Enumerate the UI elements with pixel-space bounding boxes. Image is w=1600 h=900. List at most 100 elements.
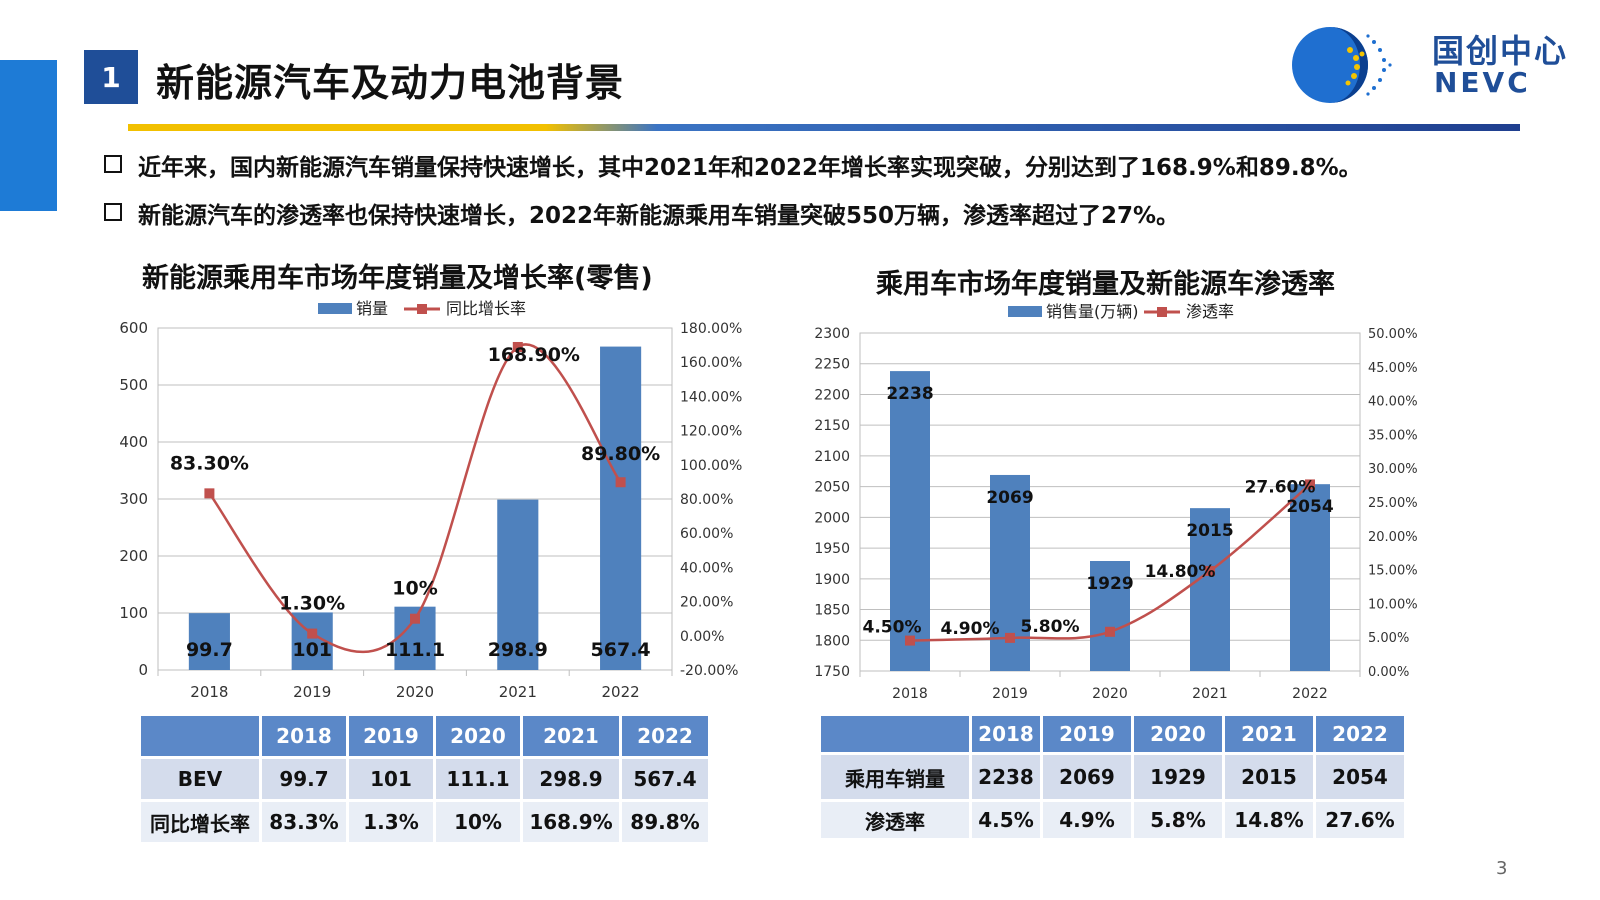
x-tick-label: 2020 xyxy=(1092,686,1128,702)
logo-dots-icon xyxy=(1345,47,1365,86)
bar xyxy=(600,346,642,670)
y2-tick-label: 20.00% xyxy=(680,595,733,611)
table-cell: 4.5% xyxy=(972,802,1040,838)
bullet-2: 新能源汽车的渗透率也保持快速增长，2022年新能源乘用车销量突破550万辆，渗透… xyxy=(104,196,1179,230)
y2-tick-label: 40.00% xyxy=(1368,395,1418,410)
line-data-label: 4.90% xyxy=(941,619,1000,639)
x-tick-label: 2018 xyxy=(190,683,228,701)
y2-tick-label: 40.00% xyxy=(680,560,733,576)
line-data-label: 168.90% xyxy=(488,344,580,366)
y-tick-label: 2300 xyxy=(814,326,850,342)
checkbox-bullet-icon xyxy=(104,155,122,173)
legend-bar-swatch xyxy=(1008,306,1042,317)
line-data-label: 4.50% xyxy=(863,618,922,638)
left-data-table: 2018 2019 2020 2021 2022 BEV 99.7 101 11… xyxy=(138,713,711,845)
y-tick-label: 0 xyxy=(138,661,148,679)
line-data-label: 14.80% xyxy=(1145,562,1216,582)
bar xyxy=(890,371,930,671)
y-tick-label: 1750 xyxy=(814,664,850,680)
nevc-logo xyxy=(1292,27,1392,103)
y-tick-label: 2000 xyxy=(814,510,850,526)
y-tick-label: 2100 xyxy=(814,449,850,465)
table-header-cell: 2020 xyxy=(436,716,520,756)
bar xyxy=(1090,560,1130,671)
line-data-label: 1.30% xyxy=(279,593,345,615)
bar xyxy=(188,613,230,670)
x-tick-label: 2022 xyxy=(602,683,640,701)
x-tick-label: 2018 xyxy=(892,686,928,702)
y-tick-label: 2050 xyxy=(814,480,850,496)
table-cell: 89.8% xyxy=(622,802,708,842)
legend-line-marker xyxy=(417,304,427,314)
logo-text-cn: 国创中心 xyxy=(1432,32,1569,70)
table-cell: 83.3% xyxy=(262,802,346,842)
legend-line-marker xyxy=(1157,307,1167,317)
series-line xyxy=(208,343,622,654)
y-tick-label: 2150 xyxy=(814,418,850,434)
line-point xyxy=(1205,565,1215,576)
y2-tick-label: 0.00% xyxy=(1368,665,1409,680)
line-point xyxy=(1305,479,1315,490)
table-cell: 5.8% xyxy=(1134,802,1222,838)
table-header-cell: 2019 xyxy=(1043,716,1131,752)
section-number-badge: 1 xyxy=(84,50,138,104)
y-tick-label: 300 xyxy=(119,490,148,508)
table-cell: 101 xyxy=(349,759,433,799)
line-point xyxy=(1105,626,1115,637)
table-cell: 渗透率 xyxy=(821,802,969,838)
bullet-2-text: 新能源汽车的渗透率也保持快速增长，2022年新能源乘用车销量突破550万辆，渗透… xyxy=(138,203,1180,229)
bar-data-label: 2015 xyxy=(1186,521,1233,541)
y2-tick-label: 10.00% xyxy=(1368,597,1418,612)
left-chart-title: 新能源乘用车市场年度销量及增长率(零售) xyxy=(142,263,653,294)
bar xyxy=(1190,508,1230,671)
y-tick-label: 2200 xyxy=(814,387,850,403)
y-tick-label: 100 xyxy=(119,604,148,622)
y2-tick-label: 5.00% xyxy=(1368,631,1409,646)
y2-tick-label: 100.00% xyxy=(680,458,742,474)
table-cell: 10% xyxy=(436,802,520,842)
table-cell: 2238 xyxy=(972,755,1040,799)
table-cell: 567.4 xyxy=(622,759,708,799)
y2-tick-label: 25.00% xyxy=(1368,496,1418,511)
line-point xyxy=(204,488,215,499)
page-number: 3 xyxy=(1496,858,1508,879)
table-cell: 4.9% xyxy=(1043,802,1131,838)
table-header-cell xyxy=(141,716,259,756)
legend-bar-label: 销量 xyxy=(356,299,388,318)
table-cell: 同比增长率 xyxy=(141,802,259,842)
bar-data-label: 567.4 xyxy=(591,639,651,661)
line-point xyxy=(905,635,915,646)
bar xyxy=(497,499,539,670)
legend-bar-swatch xyxy=(318,303,352,314)
line-point xyxy=(512,341,523,352)
right-combo-chart: 1750 1800 1850 1900 1950 2000 2050 2100 2150 2200… xyxy=(814,302,1418,702)
table-cell: 14.8% xyxy=(1225,802,1313,838)
table-cell: 298.9 xyxy=(523,759,619,799)
table-cell: 168.9% xyxy=(523,802,619,842)
table-cell: 2015 xyxy=(1225,755,1313,799)
table-cell: 27.6% xyxy=(1316,802,1404,838)
line-point xyxy=(1005,632,1015,643)
table-header-cell: 2022 xyxy=(622,716,708,756)
y2-tick-label: 15.00% xyxy=(1368,564,1418,579)
table-header-cell: 2019 xyxy=(349,716,433,756)
line-data-label: 89.80% xyxy=(581,443,660,465)
y-tick-label: 1950 xyxy=(814,541,850,557)
y2-tick-label: 0.00% xyxy=(680,629,724,645)
table-cell: BEV xyxy=(141,759,259,799)
table-header-cell: 2022 xyxy=(1316,716,1404,752)
line-point xyxy=(307,628,318,639)
table-header-cell: 2018 xyxy=(972,716,1040,752)
bar-data-label: 2238 xyxy=(886,384,933,404)
line-data-label: 5.80% xyxy=(1021,617,1080,637)
y-tick-label: 1850 xyxy=(814,603,850,619)
y2-tick-label: 50.00% xyxy=(1368,327,1418,342)
slide-title: 新能源汽车及动力电池背景 xyxy=(156,61,625,105)
y2-tick-label: -20.00% xyxy=(680,663,738,679)
x-tick-label: 2021 xyxy=(1192,686,1228,702)
y2-tick-label: 60.00% xyxy=(680,526,733,542)
x-tick-label: 2020 xyxy=(396,683,434,701)
x-tick-label: 2019 xyxy=(293,683,331,701)
y-tick-label: 1800 xyxy=(814,633,850,649)
y-tick-label: 2250 xyxy=(814,357,850,373)
